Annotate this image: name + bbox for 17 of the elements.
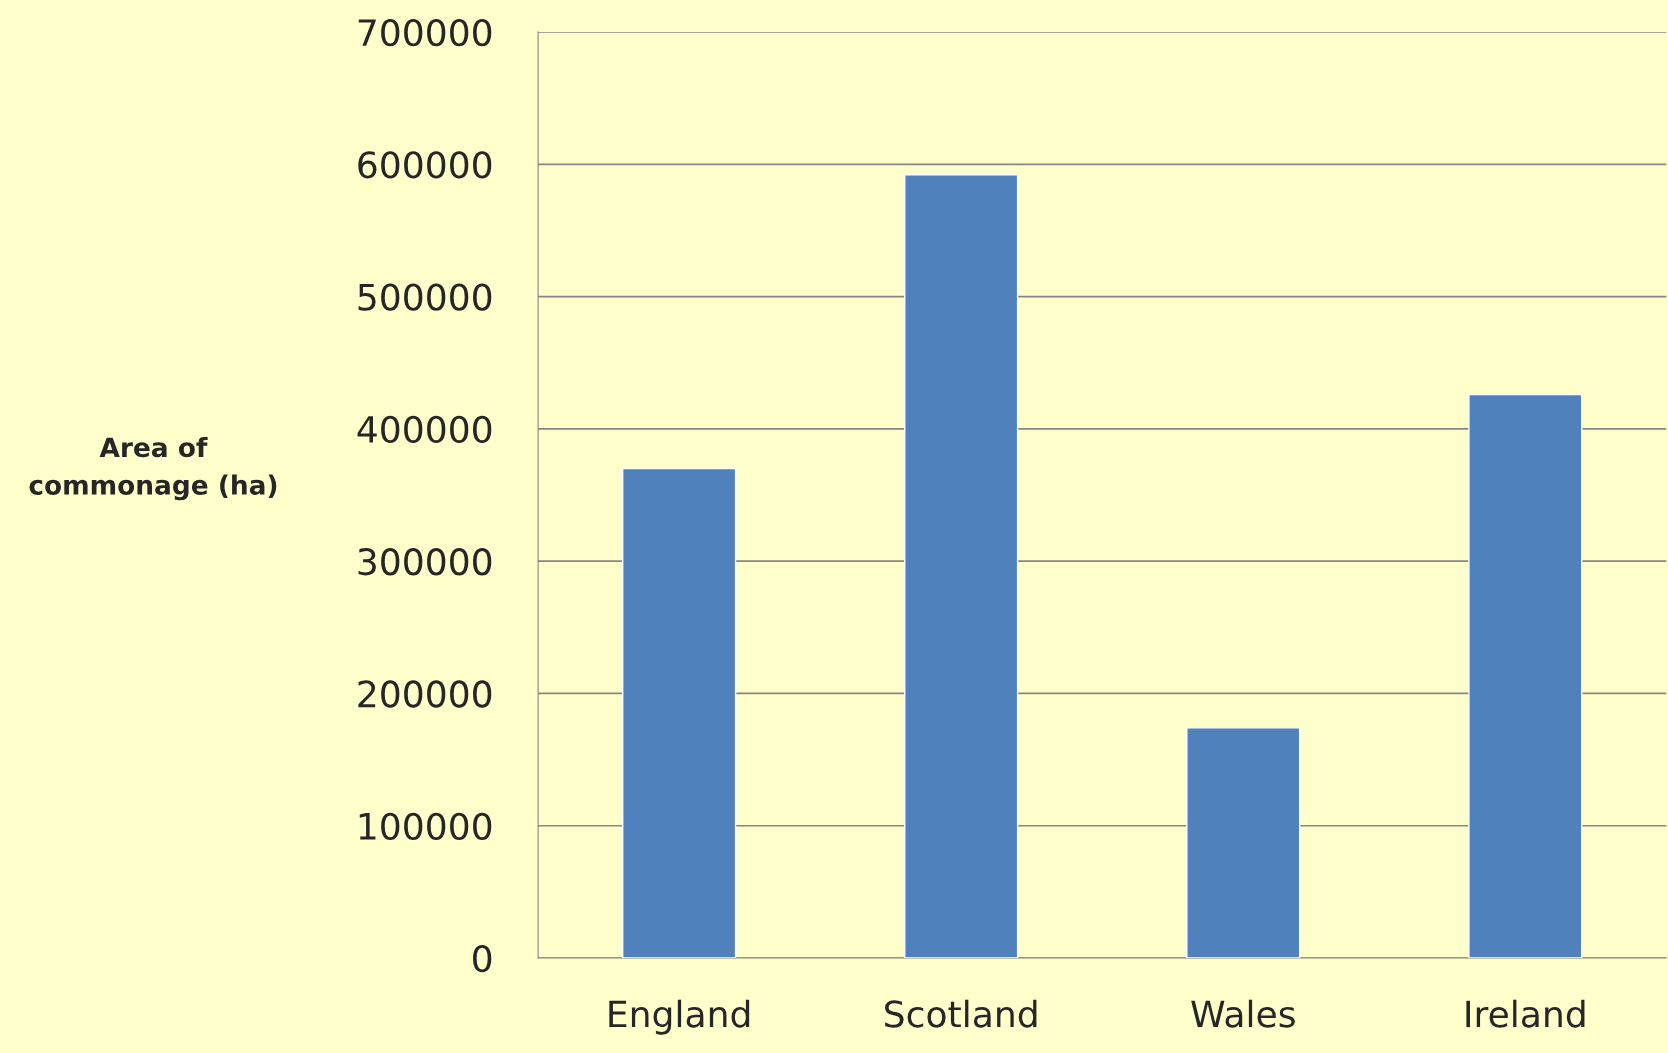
x-tick-label: England	[609, 999, 750, 1035]
y-tick-label: 200000	[358, 680, 492, 708]
y-tick-label: 600000	[358, 151, 492, 179]
x-tick-label: Wales	[1191, 999, 1295, 1028]
bar	[622, 467, 737, 959]
y-tick-label: 500000	[358, 283, 492, 311]
bar	[1186, 727, 1301, 959]
y-tick-label: 100000	[359, 812, 492, 840]
y-axis-title: Area of commonage (ha)	[29, 436, 277, 501]
y-tick-label: 700000	[358, 18, 492, 47]
bar	[904, 174, 1019, 959]
y-tick-label: 0	[473, 944, 492, 973]
x-tick-label: Scotland	[885, 999, 1037, 1028]
bar	[1468, 393, 1583, 959]
x-tick-label: Ireland	[1466, 999, 1585, 1028]
y-tick-label: 400000	[357, 415, 492, 444]
y-tick-label: 300000	[358, 548, 492, 576]
